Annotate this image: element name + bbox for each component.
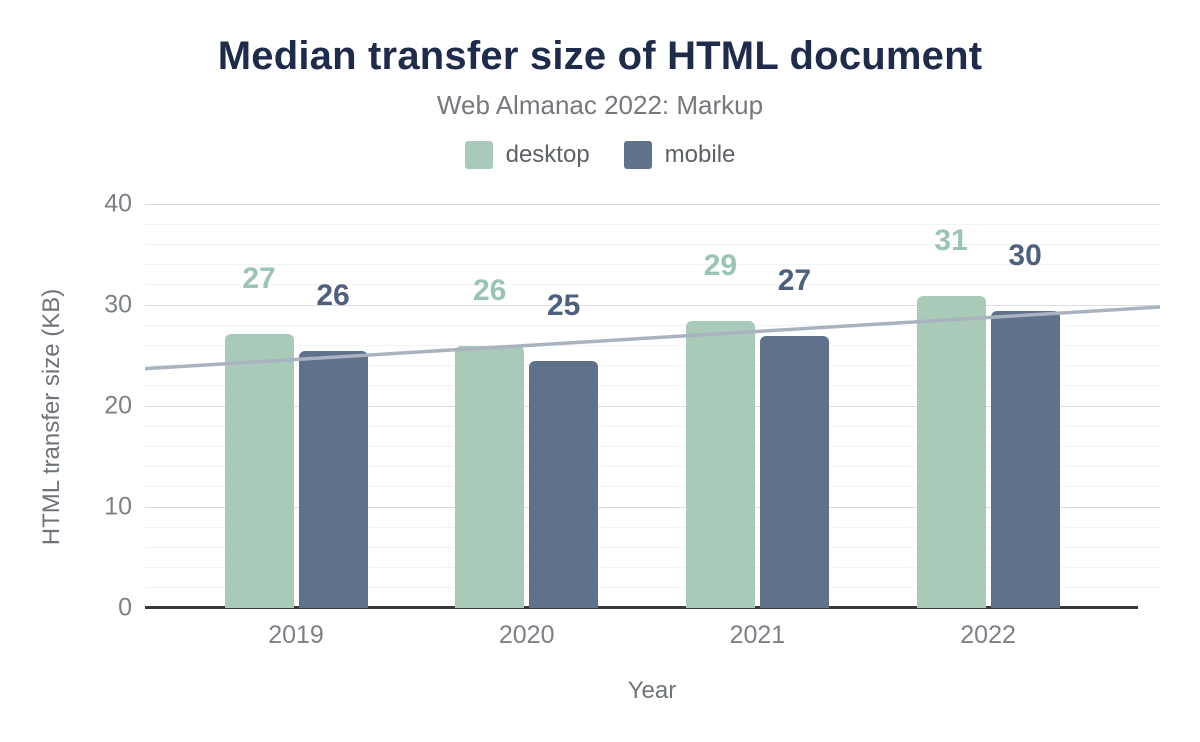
bar-label-desktop-2019: 27 <box>242 262 276 296</box>
y-tick-0: 0 <box>118 593 132 622</box>
bar-desktop-2021[interactable] <box>685 321 755 608</box>
desktop-swatch-icon <box>464 141 493 169</box>
legend-item-desktop[interactable]: desktop <box>464 141 590 169</box>
legend-label-mobile: mobile <box>664 141 736 168</box>
legend: desktop mobile <box>0 141 1200 169</box>
bar-label-desktop-2021: 29 <box>703 249 738 283</box>
bar-desktop-2019[interactable] <box>224 334 294 608</box>
y-tick-20: 20 <box>104 391 132 420</box>
x-tick-2020: 2020 <box>498 621 555 649</box>
gridline-minor-38 <box>145 223 1160 225</box>
bar-label-mobile-2020: 25 <box>547 288 581 322</box>
bar-label-desktop-2020: 26 <box>473 274 507 308</box>
y-tick-40: 40 <box>104 189 132 218</box>
legend-item-mobile[interactable]: mobile <box>623 141 736 169</box>
y-tick-10: 10 <box>104 492 132 521</box>
gridline-major-40 <box>145 203 1160 205</box>
x-tick-2019: 2019 <box>268 621 324 649</box>
bar-mobile-2022[interactable] <box>990 311 1060 608</box>
bar-label-desktop-2022: 31 <box>934 223 968 257</box>
plot-area: 0 10 20 30 40 2019 27 26 2020 26 25 2021 29 27 2022 31 3… <box>104 190 1160 649</box>
gridline-minor-32 <box>145 284 1160 286</box>
y-tick-30: 30 <box>104 290 132 319</box>
bar-label-mobile-2019: 26 <box>316 279 350 313</box>
x-tick-2022: 2022 <box>960 621 1016 649</box>
bar-mobile-2019[interactable] <box>298 351 368 608</box>
gridline-minor-36 <box>145 243 1160 245</box>
y-axis-title: HTML transfer size (KB) <box>38 288 65 546</box>
bar-desktop-2020[interactable] <box>455 346 525 608</box>
chart-title: Median transfer size of HTML document <box>217 34 983 78</box>
x-axis-title: Year <box>627 677 677 704</box>
x-axis-baseline <box>145 606 1138 609</box>
bar-mobile-2021[interactable] <box>759 336 829 608</box>
chart-subtitle: Web Almanac 2022: Markup <box>436 90 764 120</box>
bar-label-mobile-2022: 30 <box>1008 239 1042 273</box>
gridline-minor-34 <box>145 264 1160 266</box>
gridline-major-30 <box>145 304 1160 306</box>
bar-mobile-2020[interactable] <box>529 360 599 608</box>
x-tick-2021: 2021 <box>729 621 786 649</box>
legend-label-desktop: desktop <box>505 141 590 168</box>
mobile-swatch-icon <box>623 141 652 169</box>
bar-label-mobile-2021: 27 <box>777 264 812 298</box>
bar-desktop-2022[interactable] <box>916 295 986 608</box>
